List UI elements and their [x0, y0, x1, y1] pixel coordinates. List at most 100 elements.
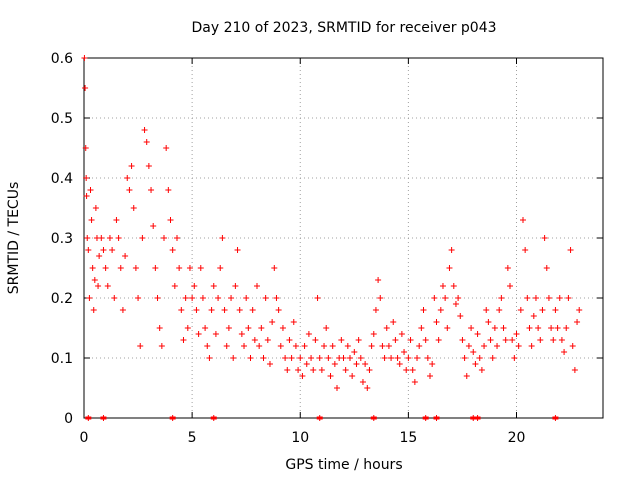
data-point: [539, 307, 546, 313]
data-point: [89, 265, 96, 271]
data-point: [87, 187, 94, 193]
data-point: [452, 301, 459, 307]
y-tick-label: 0.4: [51, 171, 73, 187]
data-point: [483, 307, 490, 313]
data-point: [571, 367, 578, 373]
data-point: [433, 319, 440, 325]
data-point: [474, 331, 481, 337]
data-point: [251, 337, 258, 343]
data-point: [100, 247, 107, 253]
data-point: [405, 355, 412, 361]
data-point: [377, 295, 384, 301]
data-point: [189, 295, 196, 301]
data-point: [396, 361, 403, 367]
data-point: [431, 295, 438, 301]
data-point: [528, 343, 535, 349]
data-point: [204, 343, 211, 349]
data-point: [422, 337, 429, 343]
data-point: [202, 325, 209, 331]
data-point: [383, 325, 390, 331]
data-point: [95, 283, 102, 289]
data-point: [342, 367, 349, 373]
data-point: [381, 355, 388, 361]
data-point: [297, 355, 304, 361]
data-point: [83, 193, 90, 199]
data-point: [375, 277, 382, 283]
data-point: [476, 355, 483, 361]
data-point: [468, 325, 475, 331]
data-point: [558, 337, 565, 343]
zero-point: [433, 415, 440, 421]
data-point: [260, 355, 267, 361]
data-point: [308, 355, 315, 361]
data-point: [266, 361, 273, 367]
data-point: [537, 337, 544, 343]
data-point: [152, 265, 159, 271]
data-point: [247, 355, 254, 361]
data-point: [279, 325, 286, 331]
data-point: [115, 235, 122, 241]
data-point: [472, 361, 479, 367]
data-point: [550, 337, 557, 343]
data-point: [301, 343, 308, 349]
data-point: [351, 349, 358, 355]
data-point: [535, 325, 542, 331]
data-point: [256, 343, 263, 349]
data-point: [565, 295, 572, 301]
data-point: [388, 355, 395, 361]
data-point: [398, 331, 405, 337]
x-tick-labels: 0 5 10 15 20: [80, 430, 526, 446]
data-point: [519, 217, 526, 223]
y-tick-label: 0.3: [51, 231, 73, 247]
data-point: [353, 361, 360, 367]
zero-point: [422, 415, 429, 421]
data-point: [195, 331, 202, 337]
data-point: [86, 295, 93, 301]
data-point: [392, 337, 399, 343]
data-point: [84, 235, 91, 241]
data-point: [403, 367, 410, 373]
zero-point: [316, 415, 323, 421]
data-point: [435, 337, 442, 343]
data-point: [370, 331, 377, 337]
data-point: [457, 313, 464, 319]
data-point: [258, 325, 265, 331]
data-point: [439, 283, 446, 289]
data-point: [334, 385, 341, 391]
zero-point: [85, 415, 92, 421]
x-tick-label: 5: [188, 430, 197, 446]
y-tick-label: 0.2: [51, 291, 73, 307]
data-point: [385, 343, 392, 349]
data-point: [394, 355, 401, 361]
data-point: [245, 325, 252, 331]
data-point: [178, 307, 185, 313]
zero-point: [552, 415, 559, 421]
data-point: [323, 325, 330, 331]
data-point: [117, 265, 124, 271]
data-point: [91, 277, 98, 283]
data-point: [221, 307, 228, 313]
data-point: [156, 325, 163, 331]
data-point: [130, 205, 137, 211]
data-point: [407, 337, 414, 343]
data-point: [212, 331, 219, 337]
data-point: [232, 283, 239, 289]
data-point: [305, 331, 312, 337]
data-point: [325, 355, 332, 361]
data-point: [340, 355, 347, 361]
data-point: [284, 367, 291, 373]
data-point: [292, 343, 299, 349]
zero-point: [370, 415, 377, 421]
data-point: [191, 283, 198, 289]
data-point: [109, 247, 116, 253]
data-point: [119, 307, 126, 313]
data-point: [530, 313, 537, 319]
data-point: [141, 127, 148, 133]
data-point: [290, 319, 297, 325]
data-point: [442, 295, 449, 301]
data-point: [532, 295, 539, 301]
data-point: [463, 373, 470, 379]
data-point: [137, 343, 144, 349]
data-point: [500, 325, 507, 331]
data-point: [509, 337, 516, 343]
